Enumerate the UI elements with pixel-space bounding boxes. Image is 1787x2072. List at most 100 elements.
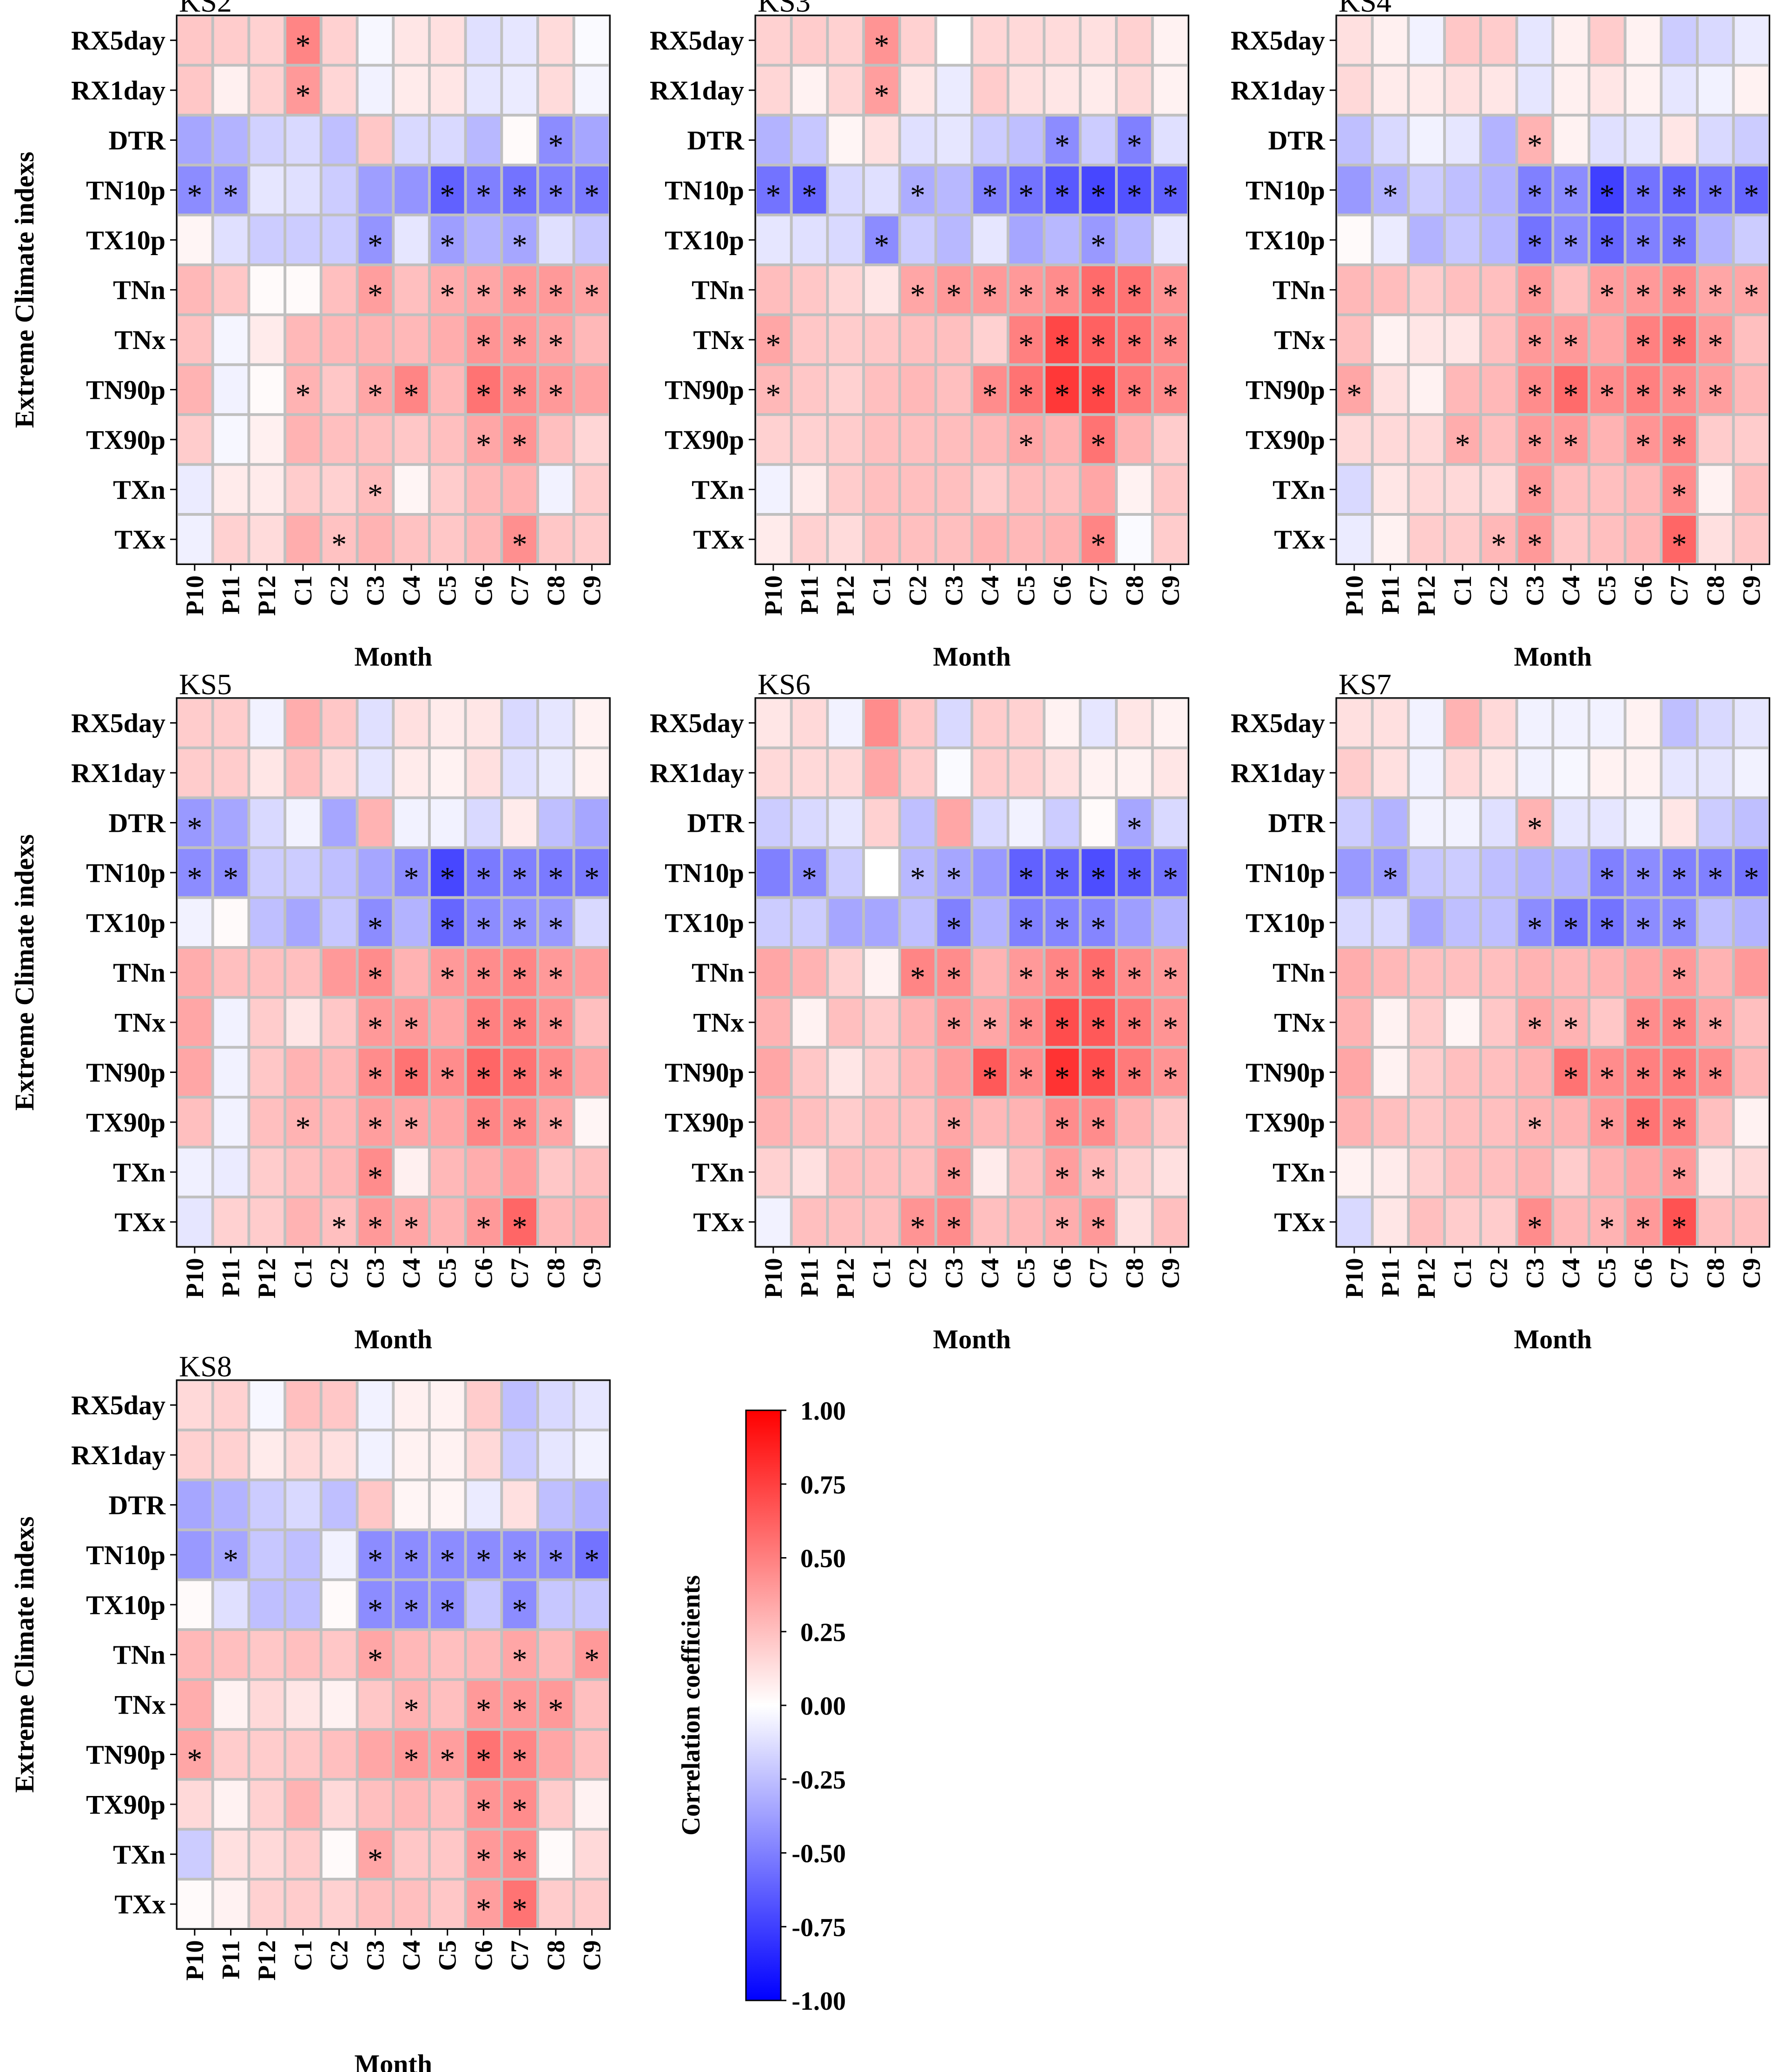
heatmap-cell — [322, 749, 356, 796]
significance-star: * — [1055, 378, 1070, 412]
heatmap-cell — [937, 999, 971, 1046]
significance-star: * — [476, 1210, 491, 1244]
column-label: P12 — [831, 575, 859, 616]
heatmap-cell — [286, 1481, 320, 1529]
heatmap-cell — [503, 66, 536, 114]
heatmap-panel: KS8 * * * * * * * * * * * * * * * * * * * * * * * * * * * * * * * RX5day… — [9, 1350, 611, 2072]
heatmap-cell — [322, 416, 356, 463]
heatmap-cell — [575, 1581, 609, 1628]
significance-star: * — [187, 861, 202, 895]
heatmap-cell — [1662, 366, 1696, 414]
heatmap-cell — [1554, 949, 1588, 996]
heatmap-cell — [503, 799, 536, 847]
significance-star: * — [1527, 1011, 1543, 1045]
heatmap-cell — [467, 466, 501, 513]
column-label: P10 — [1340, 575, 1368, 616]
significance-star: * — [1127, 129, 1142, 163]
column-label: C9 — [1157, 575, 1185, 606]
heatmap-cell — [1626, 899, 1660, 946]
heatmap-cell — [575, 1431, 609, 1479]
column-label: C7 — [1084, 1258, 1112, 1289]
heatmap-cell — [322, 516, 356, 563]
heatmap-cell — [829, 366, 863, 414]
panel-title: KS5 — [179, 668, 232, 701]
significance-star: * — [1163, 961, 1178, 995]
heatmap-cell — [286, 1048, 320, 1096]
heatmap-cell — [1699, 466, 1732, 513]
significance-star: * — [1163, 378, 1178, 412]
significance-star: * — [1635, 861, 1651, 895]
heatmap-cell — [1518, 749, 1552, 796]
heatmap-cell — [1662, 166, 1696, 214]
heatmap-cell — [1699, 66, 1732, 114]
heatmap-cell — [358, 66, 392, 114]
heatmap-cell — [1154, 17, 1187, 64]
heatmap-cell — [539, 316, 573, 363]
heatmap-cell — [575, 416, 609, 463]
heatmap-cell — [539, 166, 573, 214]
grid-frame — [754, 14, 1189, 565]
heatmap-cell — [1118, 1198, 1151, 1246]
heatmap-cell — [214, 1198, 248, 1246]
heatmap-cell — [286, 899, 320, 946]
significance-star: * — [1635, 328, 1651, 362]
heatmap-cell — [395, 949, 428, 996]
heatmap-cell — [575, 949, 609, 996]
significance-star: * — [1091, 528, 1106, 562]
column-label: C6 — [469, 1940, 497, 1971]
heatmap-cell — [358, 316, 392, 363]
heatmap-cell — [937, 416, 971, 463]
heatmap-cell — [539, 799, 573, 847]
heatmap-cell — [503, 1830, 536, 1878]
heatmap-cell — [575, 999, 609, 1046]
significance-star: * — [476, 1543, 491, 1577]
heatmap-cell — [829, 166, 863, 214]
significance-star: * — [1091, 278, 1106, 312]
heatmap-cell — [829, 799, 863, 847]
significance-star: * — [548, 961, 563, 995]
heatmap-cell — [1009, 749, 1043, 796]
heatmap-cell — [757, 66, 790, 114]
significance-star: * — [512, 1842, 528, 1876]
heatmap-cell — [178, 1381, 211, 1429]
heatmap-cell — [1410, 749, 1444, 796]
significance-star: * — [1563, 178, 1579, 212]
heatmap-cell — [178, 516, 211, 563]
heatmap-cell — [1373, 949, 1407, 996]
heatmap-cell — [1118, 1098, 1151, 1146]
heatmap-cell — [1626, 699, 1660, 747]
heatmap-cell — [865, 116, 898, 164]
heatmap-cell — [503, 416, 536, 463]
heatmap-cell — [178, 849, 211, 896]
heatmap-cell — [178, 1098, 211, 1146]
heatmap-cell — [250, 1830, 284, 1878]
heatmap-cell — [829, 849, 863, 896]
significance-star: * — [1708, 861, 1723, 895]
heatmap-cell — [250, 1431, 284, 1479]
heatmap-cell — [1554, 66, 1588, 114]
heatmap-cell — [214, 949, 248, 996]
heatmap-cell — [1009, 216, 1043, 263]
significance-star: * — [548, 1061, 563, 1095]
significance-star: * — [440, 278, 455, 312]
heatmap-cell — [1446, 1098, 1479, 1146]
heatmap-cell — [901, 699, 935, 747]
significance-star: * — [1672, 428, 1687, 462]
significance-star: * — [512, 278, 528, 312]
heatmap-cell — [503, 516, 536, 563]
heatmap-cell — [467, 266, 501, 314]
heatmap-cell — [467, 416, 501, 463]
heatmap-cell — [865, 699, 898, 747]
significance-star: * — [983, 378, 998, 412]
heatmap-cell — [757, 166, 790, 214]
heatmap-cell — [322, 366, 356, 414]
heatmap-cell — [792, 699, 826, 747]
heatmap-cell — [395, 1830, 428, 1878]
heatmap-cell — [178, 899, 211, 946]
heatmap-cell — [1734, 899, 1768, 946]
heatmap-cell — [358, 1048, 392, 1096]
heatmap-cell — [286, 1781, 320, 1828]
heatmap-cell — [1590, 266, 1624, 314]
heatmap-cell — [467, 1881, 501, 1928]
significance-star: * — [440, 1061, 455, 1095]
